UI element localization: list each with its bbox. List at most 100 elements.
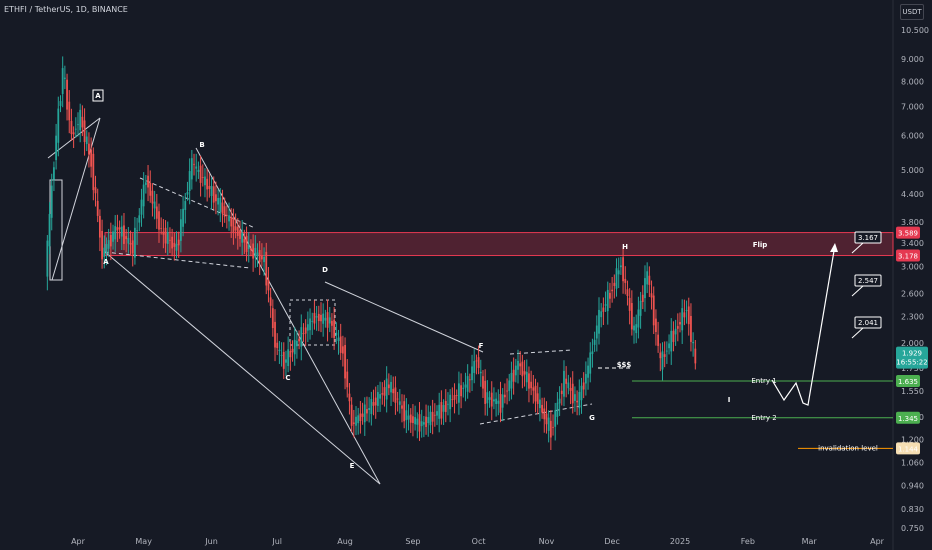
candle-body [549, 420, 552, 438]
candle-body [554, 410, 557, 427]
wave-label: A [103, 258, 109, 266]
candle-body [263, 256, 265, 263]
candle-body [77, 124, 79, 126]
current-price-tag [896, 346, 928, 369]
wave-label: H [622, 243, 628, 251]
candle-body [219, 197, 222, 212]
candle-body [431, 411, 434, 422]
candle-body [609, 292, 611, 299]
level-name: Entry 2 [751, 414, 776, 422]
candle-body [672, 330, 675, 342]
zone-top-price-tag [896, 226, 920, 239]
candle-body [239, 230, 241, 239]
candle-body [580, 385, 583, 401]
candle-body [260, 255, 263, 260]
candle-body [173, 242, 176, 247]
flip-zone-label: Flip [753, 241, 768, 249]
candle-body [96, 200, 99, 216]
candle-body [326, 312, 329, 328]
candle-body [212, 186, 215, 203]
candle-body [427, 417, 430, 424]
candle-body [506, 390, 508, 392]
countdown-label: 16:55:22 [896, 359, 927, 367]
candle-body [352, 422, 355, 424]
candle-body [374, 397, 377, 406]
candle-body [412, 416, 414, 424]
candle-body [615, 268, 618, 289]
candle-body [383, 387, 386, 396]
candle-body [455, 395, 458, 396]
candle-body [681, 308, 684, 331]
candle-body [591, 351, 594, 354]
candle-body [619, 265, 622, 268]
candle-body [635, 324, 638, 334]
candle-body [98, 215, 101, 238]
candle-body [112, 231, 114, 242]
candle-body [217, 198, 220, 205]
wave-label: I [728, 396, 731, 404]
wave-label: F [479, 342, 484, 350]
currency-button[interactable]: USDT [900, 4, 924, 20]
x-tick-label: Apr [870, 537, 885, 546]
candle-body [576, 400, 579, 403]
trend-line-upper [195, 147, 381, 485]
candle-body [429, 411, 432, 426]
y-tick-label: 1.200 [901, 435, 924, 444]
candle-body [665, 350, 668, 352]
candle-body [309, 318, 311, 331]
candle-body [162, 231, 165, 235]
target-label: 2.547 [858, 277, 878, 285]
x-tick-label: Apr [71, 537, 86, 546]
candle-body [563, 370, 565, 397]
candle-body [344, 344, 346, 379]
candle-body [442, 405, 445, 412]
candle-body [528, 373, 530, 389]
candle-body [543, 408, 546, 420]
candle-body [149, 182, 152, 196]
projection-path [771, 244, 836, 406]
candle-body [394, 387, 397, 403]
candle-body [236, 227, 239, 236]
price-axis-panel[interactable] [893, 0, 932, 550]
candle-body [475, 360, 478, 362]
candle-body [289, 350, 292, 358]
y-tick-label: 1.550 [901, 387, 924, 396]
candle-body [503, 394, 506, 398]
candle-body [322, 313, 325, 324]
candle-body [278, 349, 281, 352]
candle-body [210, 186, 213, 196]
candle-body [477, 357, 480, 368]
candle-body [545, 413, 548, 425]
candle-body [114, 226, 117, 240]
candle-body [405, 410, 408, 421]
candle-body [407, 415, 410, 420]
candle-body [72, 132, 75, 135]
candle-body [269, 297, 272, 306]
candle-body [182, 208, 184, 227]
y-tick-label: 2.300 [901, 313, 924, 322]
candle-body [190, 158, 193, 180]
candle-body [685, 310, 688, 312]
candle-body [633, 325, 635, 331]
candle-body [337, 337, 340, 342]
candle-body [50, 185, 53, 218]
candle-body [514, 365, 517, 376]
candle-body [204, 176, 206, 186]
candle-body [604, 304, 607, 306]
candle-body [637, 309, 640, 328]
candle-body [462, 387, 465, 389]
candle-body [606, 289, 609, 312]
candle-body [473, 361, 476, 374]
x-tick-label: Feb [741, 537, 755, 546]
candle-body [256, 252, 259, 257]
y-tick-label: 2.600 [901, 289, 924, 298]
candle-body [458, 383, 460, 403]
candle-body [372, 402, 375, 406]
candle-body [578, 392, 581, 409]
candle-body [243, 238, 246, 243]
zone-bottom-price-tag [896, 249, 920, 262]
candle-body [466, 376, 469, 392]
y-tick-label: 5.000 [901, 166, 924, 175]
